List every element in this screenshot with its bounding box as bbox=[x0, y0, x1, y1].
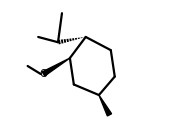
Polygon shape bbox=[99, 95, 112, 116]
Polygon shape bbox=[42, 58, 70, 76]
Text: O: O bbox=[39, 69, 48, 79]
